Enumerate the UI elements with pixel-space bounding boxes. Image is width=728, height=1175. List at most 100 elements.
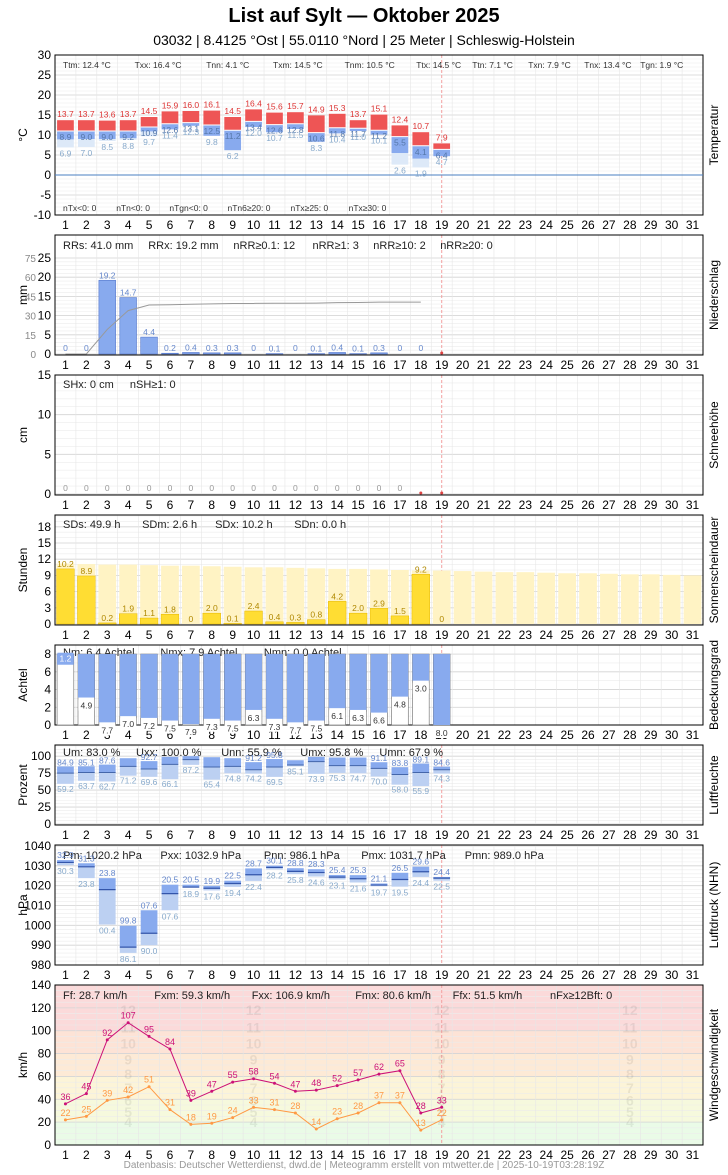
wind-day-label: 27 (602, 1148, 616, 1162)
sunshine-day-label: 20 (456, 628, 470, 642)
temperature-max-bar (224, 117, 242, 131)
wind-mean-point (314, 1127, 318, 1131)
wind-mean-point (168, 1108, 172, 1112)
sunshine-label: 8.9 (80, 566, 92, 576)
precipitation-side-label: Niederschlag (707, 260, 721, 330)
temperature-ground-label: 11.5 (287, 130, 303, 140)
wind-gust-point (168, 1047, 172, 1051)
sunshine-possible-bar (98, 564, 117, 624)
humidity-lower-bar (307, 761, 325, 774)
pressure-lower-bar (203, 888, 221, 891)
wind-mean-label: 51 (144, 1075, 154, 1085)
pressure-lower-bar (161, 893, 179, 911)
temperature-min-bar (349, 128, 367, 131)
cloud-cover-bar (328, 654, 346, 709)
cloud_cover-day-label: 10 (247, 728, 261, 742)
wind-day-label: 12 (289, 1148, 303, 1162)
snow-ytick-label: 15 (38, 368, 52, 382)
wind-beaufort-mark: 5 (250, 1104, 258, 1120)
cloud_cover-day-label: 23 (519, 728, 533, 742)
sunshine-label: 1.9 (122, 604, 134, 614)
wind-beaufort-mark: 8 (124, 1066, 132, 1082)
pressure-ytick-label: 1020 (24, 879, 51, 893)
snow-day-label: 18 (414, 498, 428, 512)
pressure-max-label: 28.3 (308, 859, 325, 869)
sunshine-ytick-label: 3 (44, 601, 51, 615)
precipitation-day-label: 26 (581, 358, 595, 372)
pressure-upper-bar (98, 878, 116, 890)
wind-mean-point (63, 1118, 67, 1122)
wind-gust-point (440, 1105, 444, 1109)
temperature-ytick-label: 10 (38, 128, 52, 142)
humidity-day-label: 19 (435, 828, 449, 842)
sunshine-ytick-label: 9 (44, 568, 51, 582)
pressure-upper-bar (328, 874, 346, 878)
pressure-min-label: 86.1 (120, 954, 137, 964)
sunshine-ytick-label: 6 (44, 585, 51, 599)
cloud_cover-day-label: 25 (560, 728, 574, 742)
humidity-min-label: 59.2 (57, 784, 74, 794)
sunshine-day-label: 22 (498, 628, 512, 642)
temperature-side-label: Temperatur (707, 105, 721, 166)
wind-gust-point (252, 1077, 256, 1081)
sunshine-possible-bar (683, 575, 702, 624)
sunshine-stat: SDx: 10.2 h (215, 519, 272, 531)
cloud-cover-label: 7.0 (122, 719, 134, 729)
precipitation-ytick-label: 10 (38, 309, 52, 323)
temperature-count-stat: nTx<0: 0 (63, 203, 97, 213)
pressure-day-label: 15 (351, 968, 365, 982)
humidity-lower-bar (203, 767, 221, 780)
pressure-lower-bar (98, 889, 116, 925)
temperature-ground-bar (57, 139, 74, 148)
snow-label: 0 (105, 483, 110, 493)
temperature-max-label: 12.4 (392, 114, 409, 124)
pressure-max-label: 28.7 (245, 858, 262, 868)
pressure-side-label: Luftdruck (NHN) (707, 862, 721, 949)
wind-day-label: 8 (208, 1148, 215, 1162)
temperature-max-bar (203, 110, 221, 125)
wind-ytick-label: 100 (31, 1024, 51, 1038)
wind-gust-label: 92 (102, 1028, 112, 1038)
pressure-min-label: 23.1 (329, 881, 346, 891)
sunshine-possible-bar (161, 565, 179, 624)
wind-beaufort-mark: 7 (250, 1080, 258, 1096)
precipitation-day-label: 8 (208, 358, 215, 372)
wind-mean-point (126, 1095, 130, 1099)
cloud-cover-bar (77, 654, 95, 698)
pressure-day-label: 31 (686, 968, 700, 982)
temperature-ground-label: 8.8 (122, 141, 134, 151)
cloud-cover-bar (203, 654, 221, 719)
humidity-max-label: 84.6 (433, 758, 450, 768)
wind-day-label: 22 (498, 1148, 512, 1162)
humidity-min-label: 65.4 (204, 780, 221, 790)
cloud_cover-day-label: 27 (602, 728, 616, 742)
wind-beaufort-mark: 10 (246, 1035, 262, 1051)
precipitation-day-label: 24 (540, 358, 554, 372)
sunshine-day-label: 6 (167, 628, 174, 642)
temperature-day-label: 1 (62, 218, 69, 232)
temperature-day-label: 28 (623, 218, 637, 232)
cloud-cover-label: 8.0 (436, 728, 448, 738)
temperature-min-bar (119, 131, 137, 139)
pressure-lower-bar (57, 862, 74, 866)
wind-gust-point (335, 1084, 339, 1088)
humidity-max-label: 85.1 (78, 757, 95, 767)
snow-day-label: 24 (540, 498, 554, 512)
precipitation-label: 19.2 (99, 270, 116, 280)
cloud-cover-bar (182, 654, 200, 725)
snow-day-label: 20 (456, 498, 470, 512)
pressure-upper-bar (140, 910, 158, 934)
wind-day-label: 14 (331, 1148, 345, 1162)
cloud_cover-day-label: 24 (540, 728, 554, 742)
humidity-side-label: Luftfeuchte (707, 755, 721, 815)
sunshine-day-label: 7 (188, 628, 195, 642)
humidity-min-label: 69.6 (141, 777, 158, 787)
precipitation-bar (182, 352, 200, 355)
temperature-min-bar (98, 131, 116, 139)
wind-gust-label: 48 (311, 1078, 321, 1088)
wind-stat: Fxm: 59.3 km/h (154, 990, 230, 1002)
precipitation-bar (119, 297, 137, 355)
snow-day-label: 12 (289, 498, 303, 512)
humidity-min-label: 85.1 (287, 766, 304, 776)
